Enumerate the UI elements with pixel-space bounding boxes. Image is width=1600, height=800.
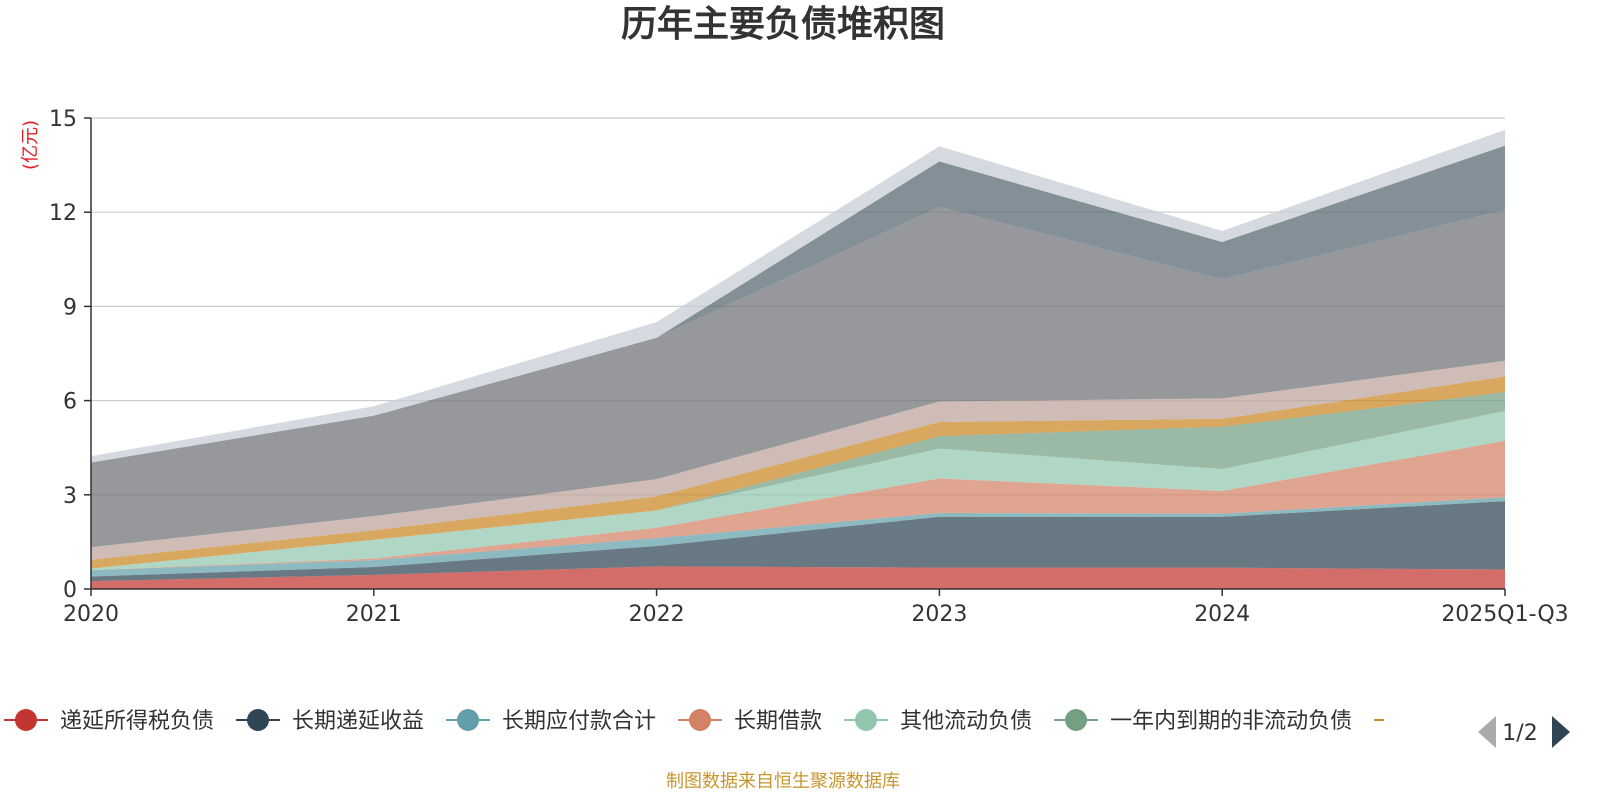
legend-item-2[interactable]: 长期递延收益 bbox=[236, 709, 424, 734]
area-series-group bbox=[91, 129, 1505, 589]
legend-marker-5 bbox=[855, 709, 878, 731]
legend-item-4[interactable]: 长期借款 bbox=[678, 709, 822, 734]
legend-label-6: 一年内到期的非流动负债 bbox=[1110, 709, 1352, 734]
legend-item-1[interactable]: 递延所得税负债 bbox=[4, 709, 214, 734]
area-series-6 bbox=[91, 392, 1505, 569]
legend-next-page-icon[interactable] bbox=[1552, 716, 1570, 748]
area-series-10 bbox=[91, 145, 1505, 463]
legend: 递延所得税负债 长期递延收益 长期应付款合计 长期借款 其他流动负债 一年内到期的非流动负… bbox=[4, 709, 1385, 734]
y-tick-label-15: 15 bbox=[49, 107, 77, 132]
legend-marker-1 bbox=[15, 709, 37, 731]
legend-label-2: 长期递延收益 bbox=[292, 709, 424, 734]
x-tick-label-4: 2023 bbox=[911, 602, 967, 627]
legend-marker-2 bbox=[247, 709, 270, 731]
data-source-footer: 制图数据来自恒生聚源数据库 bbox=[666, 771, 900, 792]
legend-item-3[interactable]: 长期应付款合计 bbox=[446, 709, 656, 734]
area-series-1 bbox=[91, 566, 1505, 589]
legend-item-5[interactable]: 其他流动负债 bbox=[844, 709, 1032, 734]
x-tick-label-3: 2022 bbox=[629, 602, 685, 627]
legend-pager: 1/2 bbox=[1478, 716, 1570, 748]
y-tick-label-12: 12 bbox=[49, 201, 77, 226]
legend-item-6[interactable]: 一年内到期的非流动负债 bbox=[1054, 709, 1352, 734]
legend-label-4: 长期借款 bbox=[734, 709, 822, 734]
legend-label-1: 递延所得税负债 bbox=[60, 709, 214, 734]
x-tick-label-2: 2021 bbox=[346, 602, 402, 627]
y-tick-label-9: 9 bbox=[63, 295, 77, 320]
area-series-3 bbox=[91, 497, 1505, 577]
x-tick-label-1: 2020 bbox=[63, 602, 119, 627]
chart-title: 历年主要负债堆积图 bbox=[621, 4, 945, 45]
y-tick-label-0: 0 bbox=[63, 578, 77, 603]
y-tick-label-6: 6 bbox=[63, 390, 77, 415]
area-series-4 bbox=[91, 440, 1505, 571]
x-axis-ticks: 2020 2021 2022 2023 2024 2025Q1-Q3 bbox=[63, 589, 1569, 627]
area-series-11 bbox=[91, 129, 1505, 463]
legend-prev-page-icon[interactable] bbox=[1478, 716, 1496, 748]
y-axis-unit-label: (亿元) bbox=[20, 120, 41, 170]
x-tick-label-6: 2025Q1-Q3 bbox=[1441, 602, 1568, 627]
legend-label-3: 长期应付款合计 bbox=[502, 709, 656, 734]
legend-marker-3 bbox=[457, 709, 480, 731]
legend-page-indicator: 1/2 bbox=[1502, 721, 1537, 746]
area-series-2 bbox=[91, 501, 1505, 582]
area-series-7 bbox=[91, 376, 1505, 569]
axes bbox=[90, 118, 1505, 590]
area-series-8 bbox=[91, 360, 1505, 560]
legend-label-5: 其他流动负债 bbox=[900, 709, 1032, 734]
legend-marker-4 bbox=[689, 709, 712, 731]
y-axis-ticks: 0 3 6 9 12 15 bbox=[49, 107, 91, 603]
area-series-9 bbox=[91, 206, 1505, 548]
x-tick-label-5: 2024 bbox=[1194, 602, 1250, 627]
y-tick-label-3: 3 bbox=[63, 484, 77, 509]
area-series-5 bbox=[91, 410, 1505, 571]
legend-marker-6 bbox=[1065, 709, 1088, 731]
